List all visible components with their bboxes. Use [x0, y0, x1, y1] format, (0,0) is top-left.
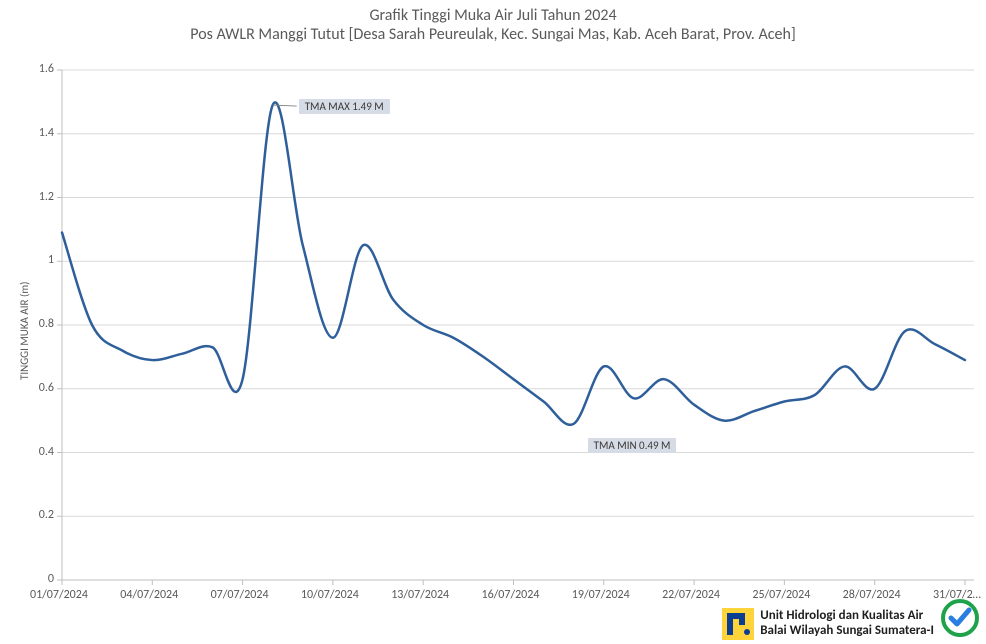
footer-text: Unit Hidrologi dan Kualitas Air Balai Wi…: [760, 609, 934, 639]
x-tick-label: 16/07/2024: [481, 588, 539, 602]
y-axis-label: TINGGI MUKA AIR (m): [18, 282, 31, 380]
x-tick-label: 07/07/2024: [211, 588, 269, 602]
x-tick-label: 10/07/2024: [301, 588, 359, 602]
y-tick-label: 0.6: [39, 381, 54, 395]
x-tick-label: 19/07/2024: [572, 588, 630, 602]
y-tick-label: 0.8: [39, 317, 54, 331]
chart-annotation: TMA MAX 1.49 M: [299, 99, 390, 114]
y-tick-label: 1.4: [39, 126, 54, 140]
chart-svg: [0, 0, 986, 644]
y-tick-label: 0.4: [39, 445, 54, 459]
chart-annotation: TMA MIN 0.49 M: [588, 438, 677, 453]
x-tick-label: 28/07/2024: [843, 588, 901, 602]
footer: Unit Hidrologi dan Kualitas Air Balai Wi…: [722, 608, 934, 640]
y-tick-label: 1: [48, 253, 54, 267]
title-line-1: Grafik Tinggi Muka Air Juli Tahun 2024: [0, 6, 986, 25]
x-tick-label: 13/07/2024: [391, 588, 449, 602]
footer-line-2: Balai Wilayah Sungai Sumatera-I: [760, 624, 934, 639]
iso-badge-icon: [940, 598, 980, 638]
chart-title: Grafik Tinggi Muka Air Juli Tahun 2024 P…: [0, 6, 986, 44]
pu-logo-icon: [722, 608, 754, 640]
footer-line-1: Unit Hidrologi dan Kualitas Air: [760, 609, 934, 624]
y-tick-label: 1.6: [39, 62, 54, 76]
x-tick-label: 25/07/2024: [752, 588, 810, 602]
y-tick-label: 0: [48, 572, 54, 586]
x-tick-label: 22/07/2024: [662, 588, 720, 602]
y-tick-label: 1.2: [39, 190, 54, 204]
x-tick-label: 04/07/2024: [120, 588, 178, 602]
y-tick-label: 0.2: [39, 508, 54, 522]
title-line-2: Pos AWLR Manggi Tutut [Desa Sarah Peureu…: [0, 25, 986, 44]
x-tick-label: 01/07/2024: [30, 588, 88, 602]
chart-container: Grafik Tinggi Muka Air Juli Tahun 2024 P…: [0, 0, 986, 644]
